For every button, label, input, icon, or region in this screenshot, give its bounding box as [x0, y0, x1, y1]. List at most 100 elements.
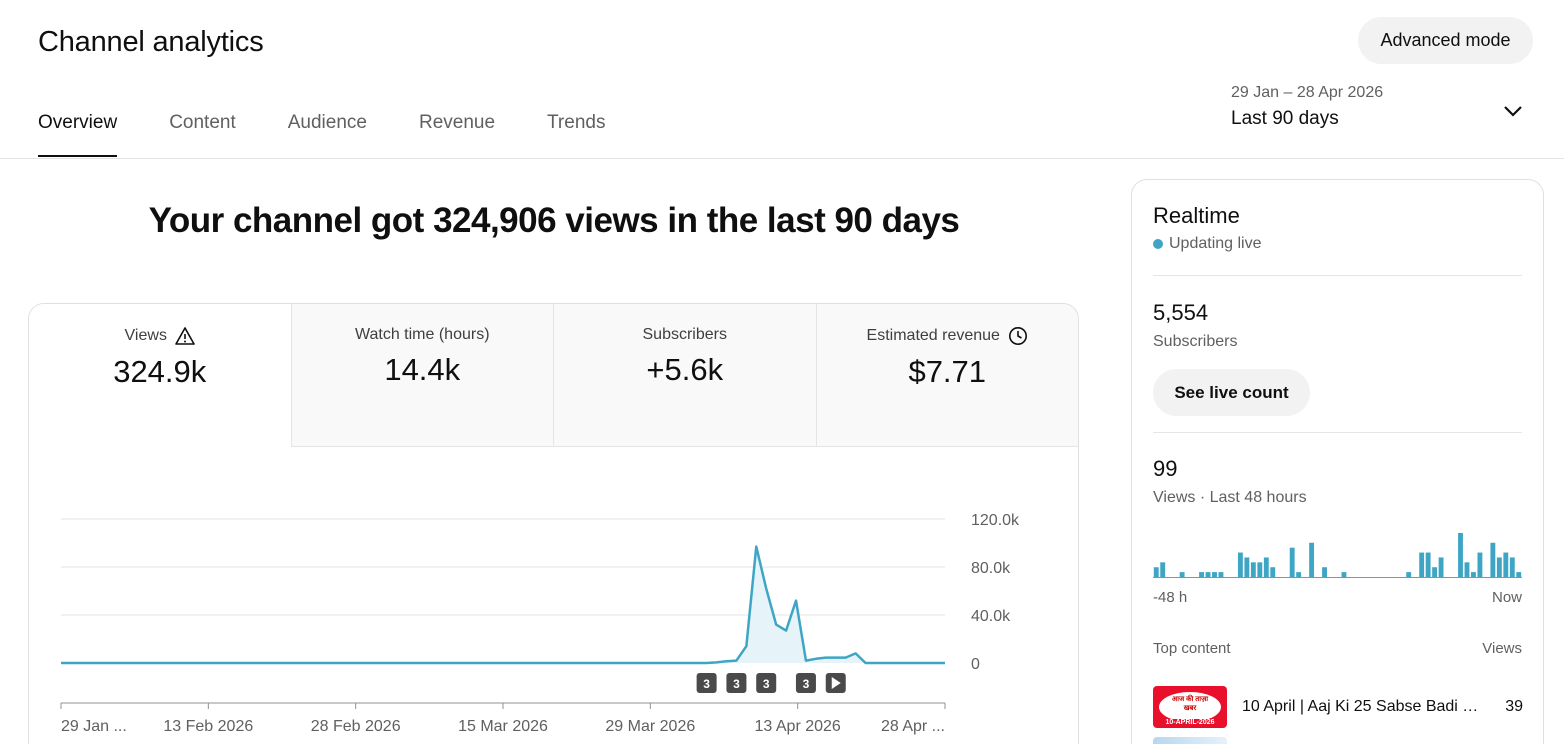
- top-content-row[interactable]: आज की ताज़ा खबर 10-APRIL-2026 10 April |…: [1153, 686, 1523, 728]
- date-preset-text: Last 90 days: [1231, 108, 1339, 129]
- video-thumbnail[interactable]: [1153, 737, 1227, 744]
- metric-label: Views: [125, 326, 195, 346]
- advanced-mode-button[interactable]: Advanced mode: [1358, 17, 1533, 64]
- x-tick-label: 28 Feb 2026: [311, 718, 401, 735]
- metric-tabs: Views 324.9k Watch time (hours) 14.4k Su…: [29, 304, 1078, 447]
- views-chart-svg: 120.0k 80.0k 40.0k 0 3 3 3 3 29 Jan ... 13 Feb 20…: [60, 512, 1020, 735]
- realtime-bar: [1289, 547, 1295, 577]
- marker-box: [726, 673, 747, 693]
- metric-value: 14.4k: [384, 352, 461, 387]
- x-tick-label: 29 Jan ...: [61, 718, 127, 735]
- marker-label: 3: [763, 677, 770, 691]
- realtime-bar: [1477, 552, 1483, 577]
- realtime-status-text: Updating live: [1169, 235, 1262, 252]
- y-tick-label: 0: [971, 656, 980, 673]
- date-range-text: 29 Jan – 28 Apr 2026: [1231, 84, 1384, 101]
- header-divider: [0, 158, 1564, 159]
- realtime-bar: [1179, 572, 1185, 577]
- x-tick-label: 29 Mar 2026: [605, 718, 695, 735]
- video-thumbnail[interactable]: आज की ताज़ा खबर 10-APRIL-2026: [1153, 686, 1227, 728]
- realtime-bar: [1322, 567, 1327, 577]
- thumbnail-text: खबर: [1183, 705, 1197, 712]
- metric-views[interactable]: Views 324.9k: [29, 304, 291, 447]
- metric-label: Watch time (hours): [354, 326, 490, 343]
- play-icon: [831, 677, 841, 689]
- metric-label-text: Estimated revenue: [866, 327, 1000, 344]
- thumbnail-date: 10-APRIL-2026: [1157, 719, 1223, 726]
- overview-card: Views 324.9k Watch time (hours) 14.4k Su…: [28, 303, 1079, 744]
- y-tick-label: 40.0k: [971, 608, 1011, 625]
- realtime-bar: [1496, 557, 1502, 577]
- realtime-subscribers-value: 5,554: [1153, 300, 1209, 325]
- warning-icon[interactable]: [175, 326, 195, 346]
- metric-label: Estimated revenue: [867, 326, 1028, 346]
- top-content-views-label: Views: [1482, 640, 1522, 657]
- realtime-bar: [1464, 562, 1470, 577]
- mini-chart-start-label: -48 h: [1153, 589, 1188, 606]
- y-tick-label: 80.0k: [971, 560, 1011, 577]
- marker-label: 3: [803, 677, 810, 691]
- top-content-title[interactable]: 10 April | Aaj Ki 25 Sabse Badi Khabrein: [1242, 698, 1482, 715]
- realtime-bar: [1218, 572, 1224, 577]
- realtime-bar: [1425, 552, 1431, 577]
- views-headline: Your channel got 324,906 views in the la…: [148, 201, 960, 240]
- tab-trends[interactable]: Trends: [547, 112, 606, 133]
- video-marker: 3: [756, 673, 777, 693]
- tab-bar: Overview Content Audience Revenue Trends: [38, 112, 657, 158]
- marker-box: [696, 673, 717, 693]
- thumbnail-badge: आज की ताज़ा खबर: [1159, 692, 1221, 722]
- realtime-divider: [1153, 275, 1522, 276]
- realtime-divider: [1153, 432, 1522, 433]
- top-content-label: Top content: [1153, 640, 1231, 657]
- realtime-bar: [1257, 562, 1263, 577]
- video-marker: 3: [726, 673, 747, 693]
- y-tick-label: 120.0k: [971, 512, 1020, 529]
- tab-revenue[interactable]: Revenue: [418, 112, 496, 133]
- views-chart: 120.0k 80.0k 40.0k 0 3 3 3 3 29 Jan ... 13 Feb 20…: [29, 447, 1078, 744]
- realtime-bar: [1199, 572, 1204, 577]
- x-tick-label: 13 Feb 2026: [163, 718, 253, 735]
- realtime-bar: [1509, 557, 1515, 577]
- page-title: Channel analytics: [38, 26, 264, 58]
- realtime-bar: [1406, 572, 1412, 577]
- realtime-bar: [1270, 567, 1276, 577]
- tab-overview[interactable]: Overview: [38, 112, 118, 158]
- realtime-bar: [1309, 542, 1315, 577]
- metric-label-text: Views: [124, 327, 167, 344]
- date-range-picker[interactable]: 29 Jan – 28 Apr 2026 Last 90 days: [1231, 84, 1531, 140]
- realtime-bar: [1153, 567, 1159, 577]
- realtime-subscribers-label: Subscribers: [1153, 333, 1238, 350]
- marker-box: [795, 673, 816, 693]
- series-area: [61, 546, 945, 663]
- live-dot-icon: [1153, 239, 1163, 249]
- video-marker: 3: [795, 673, 816, 693]
- realtime-card: Realtime Updating live 5,554 Subscribers…: [1131, 179, 1544, 744]
- realtime-bar: [1419, 552, 1425, 577]
- marker-label: 3: [733, 677, 740, 691]
- chevron-down-icon[interactable]: [1503, 104, 1523, 118]
- metric-value: 324.9k: [113, 354, 207, 389]
- realtime-bar: [1471, 572, 1476, 577]
- realtime-bar: [1250, 562, 1256, 577]
- realtime-status: Updating live: [1153, 235, 1262, 253]
- realtime-bar-chart: [1153, 533, 1522, 578]
- tab-content[interactable]: Content: [169, 112, 236, 133]
- metric-watch-time[interactable]: Watch time (hours) 14.4k: [290, 304, 553, 447]
- clock-icon[interactable]: [1008, 326, 1028, 346]
- metric-label: Subscribers: [642, 326, 727, 343]
- realtime-views-label: Views · Last 48 hours: [1153, 489, 1307, 506]
- realtime-bar: [1341, 572, 1347, 577]
- realtime-bar: [1237, 552, 1243, 577]
- realtime-views-value: 99: [1153, 456, 1178, 481]
- x-tick-label: 15 Mar 2026: [458, 718, 548, 735]
- series-line: [61, 545, 945, 665]
- metric-estimated-revenue[interactable]: Estimated revenue $7.71: [815, 304, 1078, 447]
- realtime-bar: [1516, 572, 1522, 577]
- see-live-count-button[interactable]: See live count: [1153, 369, 1310, 416]
- realtime-bar: [1263, 557, 1269, 577]
- mini-chart-end-label: Now: [1491, 589, 1522, 606]
- x-tick-label: 28 Apr ...: [881, 718, 945, 735]
- x-tick-label: 13 Apr 2026: [755, 718, 841, 735]
- metric-subscribers[interactable]: Subscribers +5.6k: [553, 304, 816, 447]
- tab-audience[interactable]: Audience: [287, 112, 367, 133]
